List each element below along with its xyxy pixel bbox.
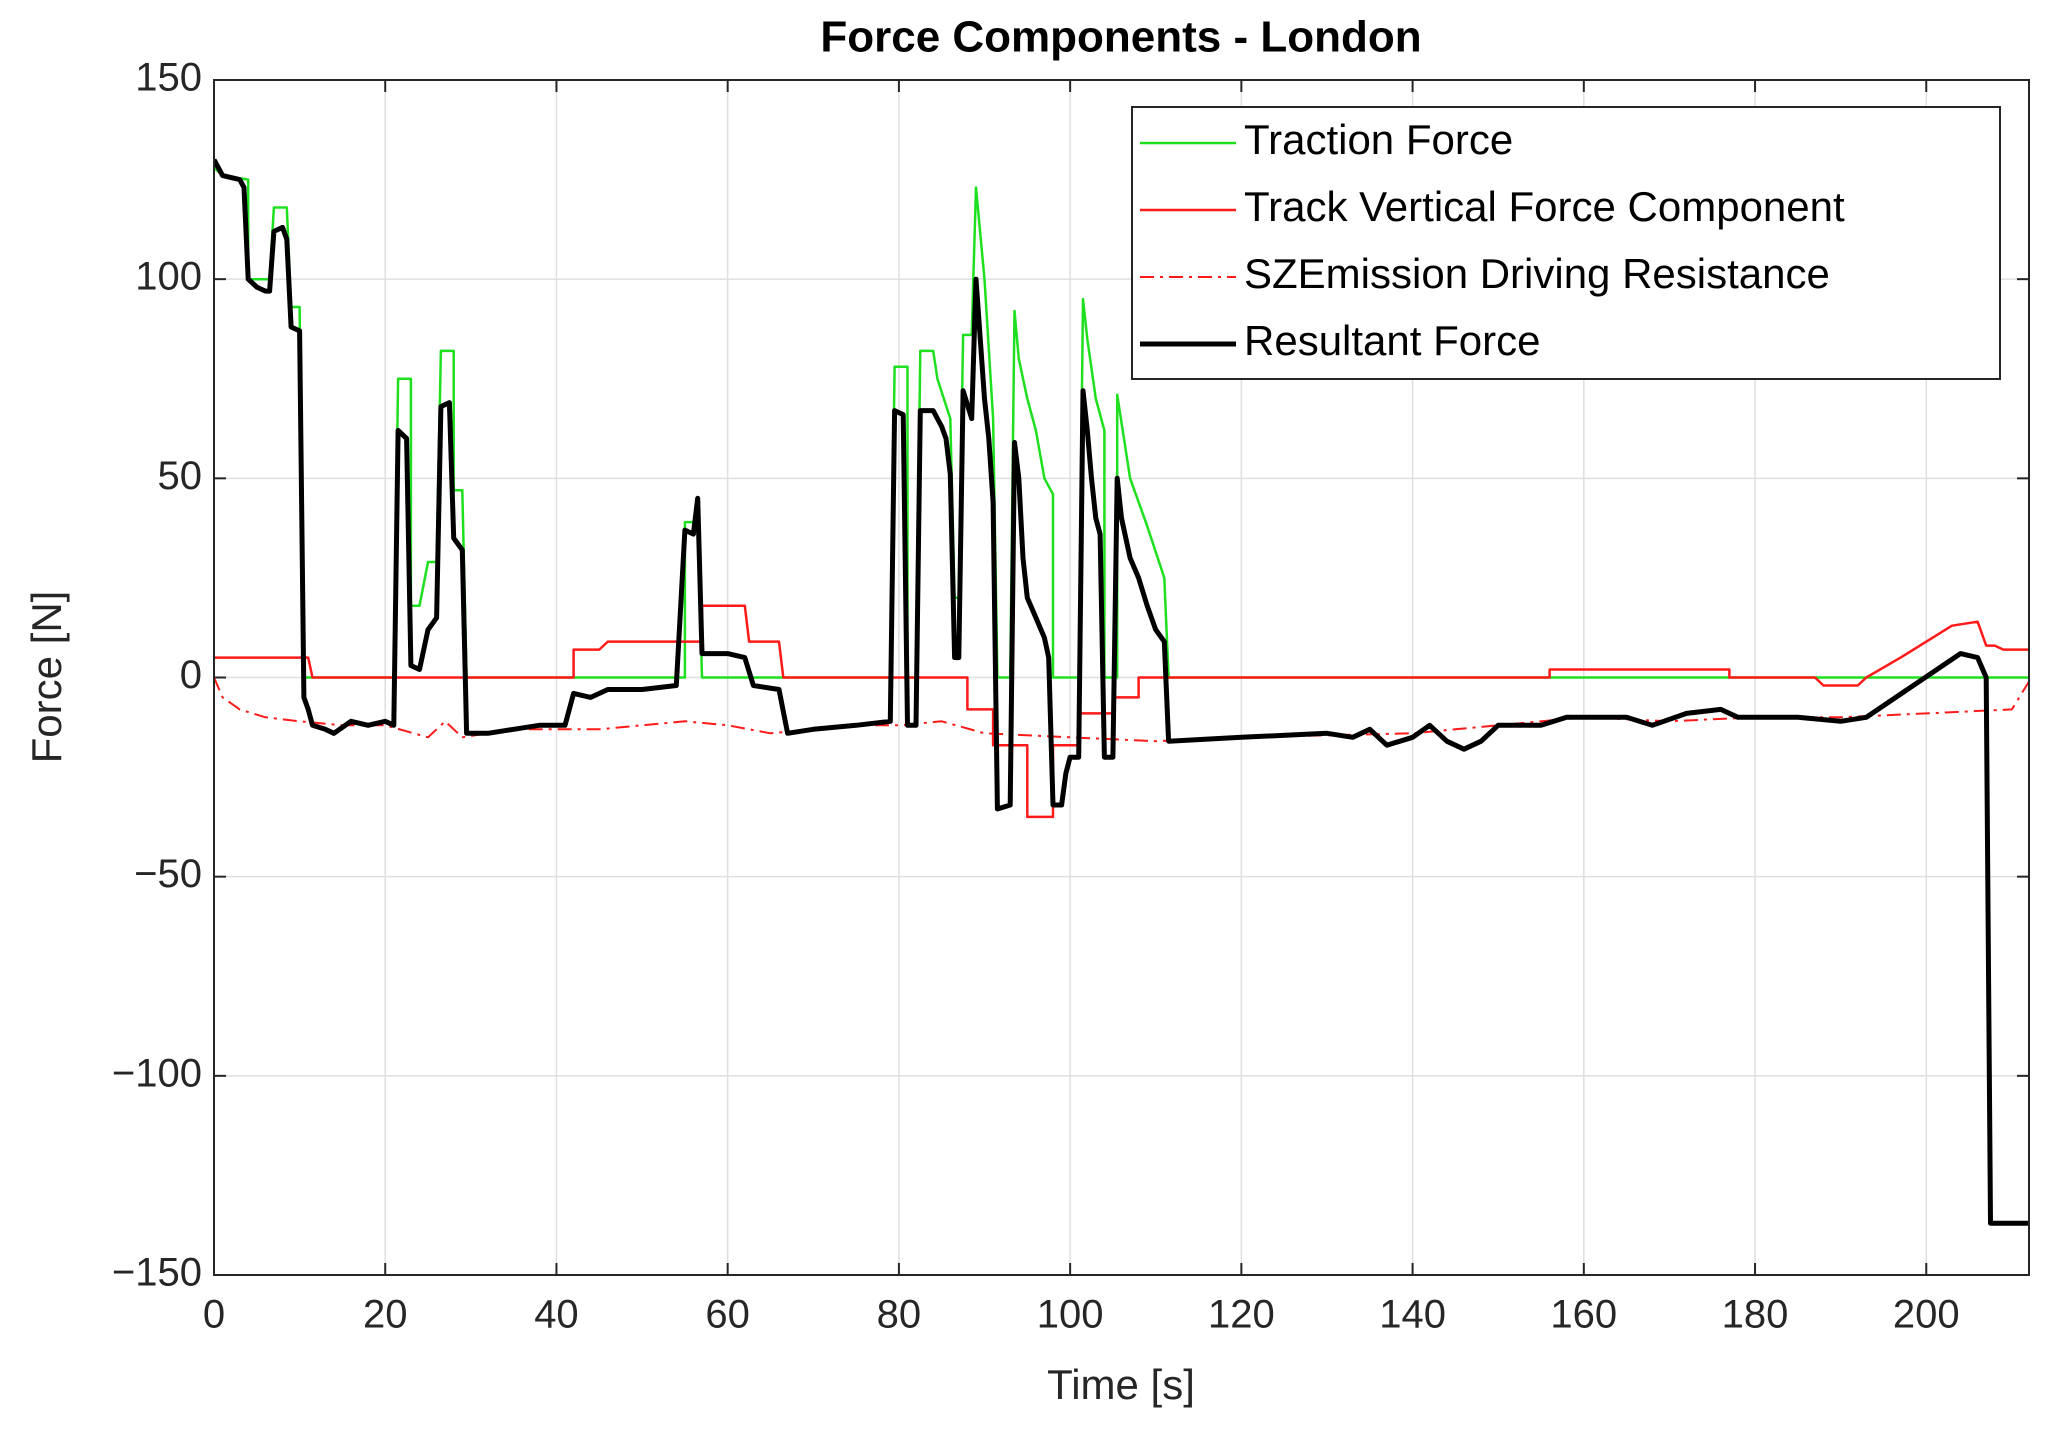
y-tick-label: 50 <box>158 454 203 498</box>
y-axis-label: Force [N] <box>23 591 70 764</box>
legend-label: Traction Force <box>1244 116 1513 163</box>
y-tick-label: −50 <box>134 852 202 896</box>
chart-title: Force Components - London <box>820 13 1421 62</box>
x-tick-label: 20 <box>363 1293 408 1337</box>
x-tick-label: 80 <box>877 1293 922 1337</box>
x-tick-label: 0 <box>203 1293 225 1337</box>
x-axis-label: Time [s] <box>1047 1361 1195 1408</box>
x-tick-label: 40 <box>534 1293 579 1337</box>
plot-frame <box>213 79 2030 1276</box>
series-line <box>214 604 2029 819</box>
plot-lines <box>214 158 2029 1226</box>
x-tick-label: 140 <box>1379 1293 1446 1337</box>
x-tick-label: 200 <box>1893 1293 1960 1337</box>
legend-label: Track Vertical Force Component <box>1244 183 1845 230</box>
y-tick-label: 100 <box>135 255 202 299</box>
legend-box <box>1131 106 2001 380</box>
x-tick-label: 180 <box>1722 1293 1789 1337</box>
series-line <box>214 158 2029 1226</box>
x-tick-label: 160 <box>1550 1293 1617 1337</box>
x-tick-label: 100 <box>1037 1293 1104 1337</box>
y-tick-label: 0 <box>180 653 202 697</box>
legend-label: SZEmission Driving Resistance <box>1244 250 1830 297</box>
legend: Traction Force Track Vertical Force Compo… <box>1131 106 2001 380</box>
legend-label: Resultant Force <box>1244 317 1540 364</box>
y-tick-label: −150 <box>112 1251 202 1295</box>
x-tick-label: 60 <box>705 1293 750 1337</box>
y-tick-label: 150 <box>135 56 202 100</box>
y-tick-label: −100 <box>112 1051 202 1095</box>
x-tick-label: 120 <box>1208 1293 1275 1337</box>
